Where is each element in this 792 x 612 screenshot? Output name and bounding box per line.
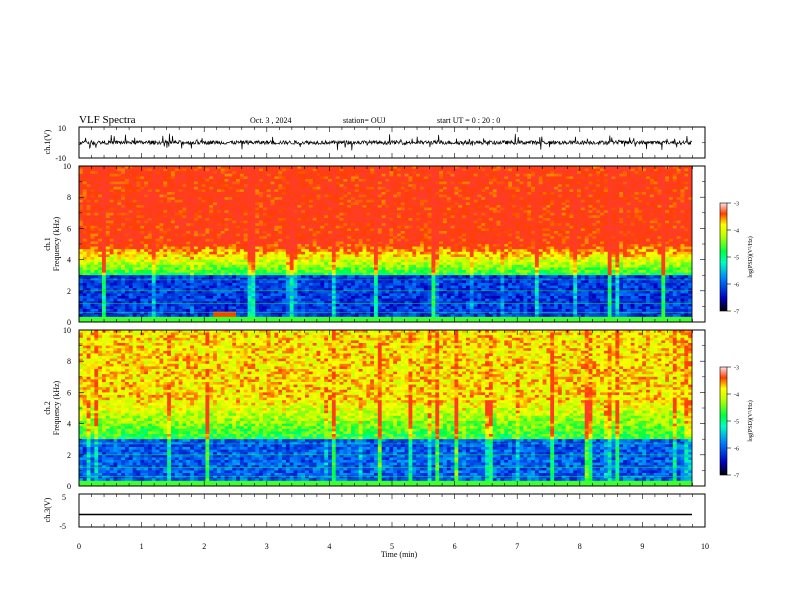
x-tick-label: 3: [265, 542, 269, 551]
ch1-spectrogram-image: [79, 166, 693, 323]
x-tick-label: 4: [327, 542, 331, 551]
frequency-tick-label: 0: [67, 318, 71, 327]
frequency-tick-label: 4: [67, 420, 71, 429]
ch3-ytick-top: 5: [62, 493, 66, 502]
colorbar-tick-label: -3: [734, 366, 739, 372]
x-tick-label: 6: [453, 542, 457, 551]
ch3-ytick-bottom: -5: [59, 522, 66, 531]
ch1-trace: [78, 133, 693, 151]
frequency-tick-label: 2: [67, 451, 71, 460]
frequency-tick-label: 8: [67, 193, 71, 202]
colorbar-tick-label: -6: [734, 447, 739, 453]
frequency-tick-label: 6: [67, 224, 71, 233]
colorbar-tick-label: -4: [734, 393, 739, 399]
ch1-ytick-bottom: -10: [55, 154, 66, 163]
colorbar-tick-label: -3: [734, 202, 739, 208]
colorbar-tick-label: -5: [734, 256, 739, 262]
ch2-colorbar: [719, 366, 728, 476]
frequency-tick-label: 10: [63, 326, 71, 335]
frequency-tick-label: 2: [67, 287, 71, 296]
x-axis-label: Time (min): [381, 550, 418, 559]
x-tick-label: 1: [140, 542, 144, 551]
x-tick-label: 5: [390, 542, 394, 551]
ch1-waveform-panel: 10 -10 ch.1(V): [43, 124, 706, 163]
ch3-ylabel: ch.3(V): [43, 497, 52, 522]
x-axis: 0 1 2 3 4 5 6 7 8 9 10: [77, 127, 709, 551]
colorbar-tick-label: -7: [734, 310, 739, 316]
frequency-tick-label: 0: [67, 482, 71, 491]
ch1-spec-ylabel-frequency: Frequency (kHz): [52, 216, 61, 271]
colorbar-tick-label: -7: [734, 474, 739, 480]
station-label: station= OUJ: [343, 116, 386, 125]
frequency-tick-label: 6: [67, 388, 71, 397]
colorbar-tick-label: -6: [734, 283, 739, 289]
x-tick-label: 10: [701, 542, 709, 551]
ch3-waveform-panel: 5 -5 ch.3(V): [43, 493, 706, 531]
ch2-colorbar-label: log(PSD)(V²/Hz): [747, 400, 754, 441]
colorbar-tick-label: -4: [734, 229, 739, 235]
start-time-label: start UT = 0 : 20 : 0: [437, 116, 500, 125]
x-tick-label: 8: [578, 542, 582, 551]
frequency-tick-label: 8: [67, 357, 71, 366]
ch1-ytick-top: 10: [58, 124, 66, 133]
ch2-spec-ylabel-frequency: Frequency (kHz): [52, 380, 61, 435]
date-label: Oct. 3 , 2024: [250, 116, 292, 125]
colorbar-tick-label: -5: [734, 420, 739, 426]
x-tick-label: 7: [515, 542, 519, 551]
frequency-tick-label: 4: [67, 256, 71, 265]
ch1-colorbar: [719, 202, 728, 312]
ch1-ylabel: ch.1(V): [43, 129, 52, 154]
ch2-spectrogram-image: [79, 330, 693, 487]
frequency-tick-label: 10: [63, 162, 71, 171]
x-tick-label: 9: [640, 542, 644, 551]
x-tick-label: 0: [77, 542, 81, 551]
figure-title: VLF Spectra: [79, 114, 136, 126]
x-tick-label: 2: [202, 542, 206, 551]
ch1-spec-ylabel-channel: ch.1: [43, 237, 52, 251]
ch2-spec-ylabel-channel: ch.2: [43, 401, 52, 415]
ch1-colorbar-label: log(PSD)(V²/Hz): [747, 236, 754, 277]
